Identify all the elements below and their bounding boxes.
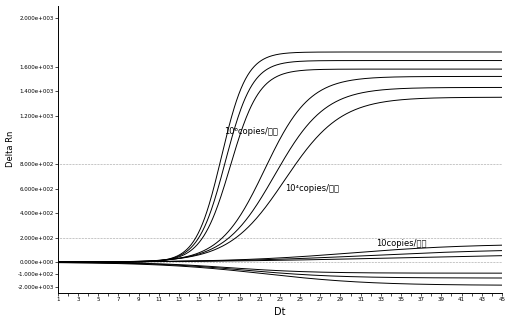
Text: 10⁶copies/反应: 10⁶copies/反应: [224, 127, 278, 136]
Y-axis label: Delta Rn: Delta Rn: [6, 131, 14, 167]
Text: 10⁴copies/反应: 10⁴copies/反应: [285, 184, 339, 193]
X-axis label: Dt: Dt: [274, 307, 286, 318]
Text: 10copies/反应: 10copies/反应: [376, 239, 426, 248]
